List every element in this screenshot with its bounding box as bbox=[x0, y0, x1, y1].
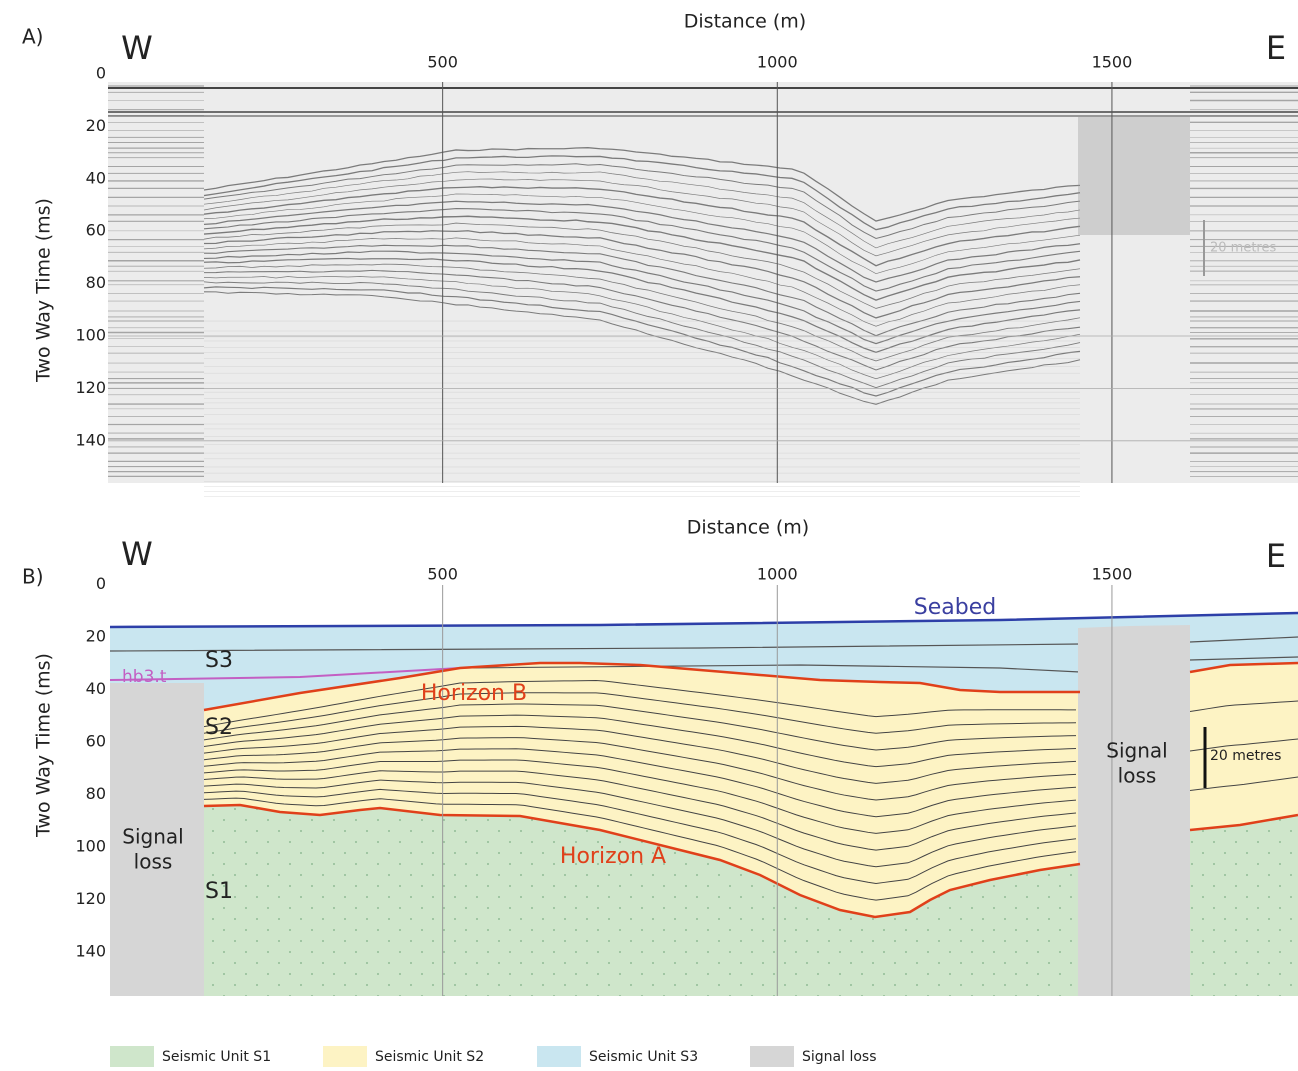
x-axis-title: Distance (m) bbox=[687, 517, 809, 539]
x-tick-label: 1500 bbox=[1092, 53, 1133, 72]
y-tick-label: 80 bbox=[86, 784, 106, 803]
panel-label: A) bbox=[22, 25, 43, 49]
signal-loss-label: Signal bbox=[1106, 739, 1167, 763]
y-tick-label: 20 bbox=[86, 116, 106, 135]
x-tick-label: 1000 bbox=[757, 565, 798, 584]
signal-loss-label: loss bbox=[1118, 764, 1157, 788]
y-tick-label: 40 bbox=[86, 168, 106, 187]
y-tick-label: 60 bbox=[86, 221, 106, 240]
x-axis-title: Distance (m) bbox=[684, 11, 806, 33]
annotation: hb3.t bbox=[122, 667, 167, 687]
annotation: S1 bbox=[205, 879, 233, 904]
legend-label: Seismic Unit S1 bbox=[162, 1049, 271, 1065]
legend-swatch bbox=[110, 1046, 154, 1067]
annotation: Horizon B bbox=[421, 681, 527, 706]
east-label: E bbox=[1266, 537, 1286, 575]
annotation: S2 bbox=[205, 715, 233, 740]
annotation: Horizon A bbox=[560, 844, 666, 869]
y-tick-label: 80 bbox=[86, 273, 106, 292]
legend-swatch bbox=[323, 1046, 367, 1067]
y-tick-label: 140 bbox=[75, 430, 106, 449]
y-axis-title: Two Way Time (ms) bbox=[33, 198, 55, 383]
panel-label: B) bbox=[22, 565, 44, 589]
legend-label: Signal loss bbox=[802, 1049, 877, 1065]
x-tick-label: 500 bbox=[427, 565, 458, 584]
scale-label-faded: 20 metres bbox=[1210, 241, 1276, 256]
x-tick-label: 1000 bbox=[757, 53, 798, 72]
signal-loss-label: loss bbox=[134, 850, 173, 874]
annotation: 20 metres bbox=[1210, 748, 1281, 764]
x-tick-label: 500 bbox=[427, 53, 458, 72]
x-tick-label: 1500 bbox=[1092, 565, 1133, 584]
legend-label: Seismic Unit S3 bbox=[589, 1049, 698, 1065]
y-tick-label: 40 bbox=[86, 679, 106, 698]
annotation: Seabed bbox=[914, 595, 996, 620]
y-tick-label: 0 bbox=[96, 574, 106, 593]
signal-loss-label: Signal bbox=[122, 825, 183, 849]
y-tick-label: 0 bbox=[96, 64, 106, 83]
y-tick-label: 120 bbox=[75, 378, 106, 397]
y-tick-label: 20 bbox=[86, 627, 106, 646]
west-label: W bbox=[121, 535, 153, 573]
y-tick-label: 120 bbox=[75, 889, 106, 908]
unit-s1-dots bbox=[1190, 815, 1298, 996]
y-tick-label: 140 bbox=[75, 942, 106, 961]
y-tick-label: 100 bbox=[75, 837, 106, 856]
west-label: W bbox=[121, 29, 153, 67]
east-label: E bbox=[1266, 29, 1286, 67]
legend-swatch bbox=[750, 1046, 794, 1067]
signal-loss-right bbox=[1078, 625, 1190, 996]
legend-label: Seismic Unit S2 bbox=[375, 1049, 484, 1065]
y-tick-label: 60 bbox=[86, 732, 106, 751]
legend-swatch bbox=[537, 1046, 581, 1067]
noisy-zone bbox=[1078, 115, 1190, 235]
y-tick-label: 100 bbox=[75, 326, 106, 345]
figure: 50010001500020406080100120140A)WEDistanc… bbox=[0, 0, 1298, 1067]
annotation: S3 bbox=[205, 648, 233, 673]
y-axis-title: Two Way Time (ms) bbox=[33, 653, 55, 838]
